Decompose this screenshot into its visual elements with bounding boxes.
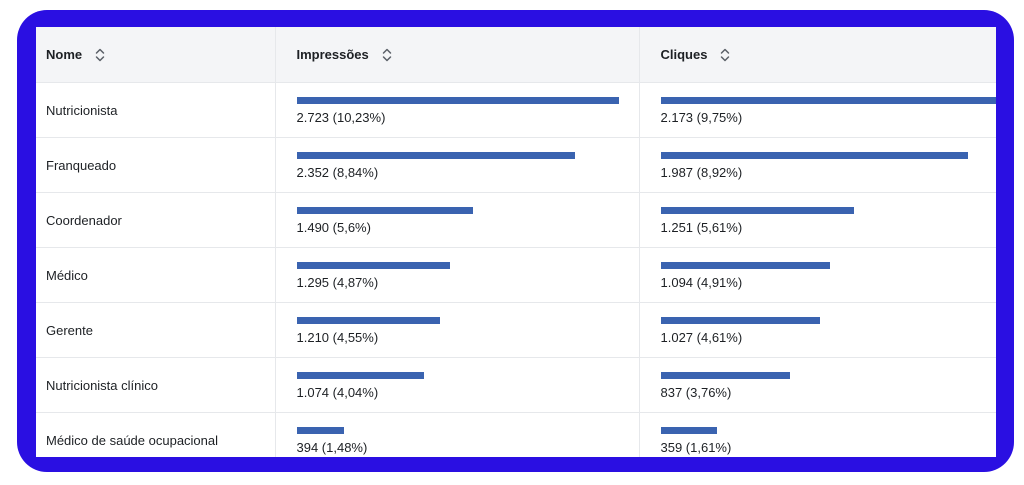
- clicks-cell: 1.094 (4,91%): [638, 247, 996, 303]
- clicks-cell: 837 (3,76%): [638, 357, 996, 413]
- row-name: Médico de saúde ocupacional: [36, 412, 275, 457]
- table-row: Médico 1.295 (4,87%) 1.094 (4,91%): [36, 247, 996, 303]
- demographics-table: Nome Impressões: [36, 27, 996, 457]
- clicks-bar: [660, 207, 854, 214]
- table-body: Nutricionista 2.723 (10,23%) 2.173 (9,75…: [36, 82, 996, 457]
- column-header-cliques[interactable]: Cliques: [638, 27, 996, 83]
- impressions-value: 1.295 (4,87%): [296, 275, 379, 290]
- column-header-label: Nome: [46, 47, 83, 62]
- clicks-bar: [660, 262, 830, 269]
- clicks-value: 359 (1,61%): [660, 440, 732, 455]
- impressions-bar: [296, 97, 619, 104]
- clicks-value: 837 (3,76%): [660, 385, 732, 400]
- impressions-value: 2.723 (10,23%): [296, 110, 386, 125]
- row-name: Gerente: [36, 302, 275, 358]
- table-row: Nutricionista 2.723 (10,23%) 2.173 (9,75…: [36, 82, 996, 138]
- clicks-bar: [660, 372, 790, 379]
- clicks-cell: 359 (1,61%): [638, 412, 996, 457]
- impressions-cell: 394 (1,48%): [274, 412, 639, 457]
- impressions-bar: [296, 317, 440, 324]
- impressions-value: 394 (1,48%): [296, 440, 368, 455]
- impressions-cell: 2.723 (10,23%): [274, 82, 639, 138]
- impressions-bar: [296, 427, 344, 434]
- impressions-bar: [296, 372, 424, 379]
- table-row: Gerente 1.210 (4,55%) 1.027 (4,61%): [36, 302, 996, 358]
- table-row: Franqueado 2.352 (8,84%) 1.987 (8,92%): [36, 137, 996, 193]
- impressions-value: 2.352 (8,84%): [296, 165, 379, 180]
- table-panel: Nome Impressões: [36, 27, 996, 457]
- impressions-cell: 1.490 (5,6%): [274, 192, 639, 248]
- column-header-label: Impressões: [296, 47, 369, 62]
- column-header-impressoes[interactable]: Impressões: [274, 27, 639, 83]
- clicks-bar: [660, 97, 996, 104]
- clicks-value: 1.027 (4,61%): [660, 330, 743, 345]
- row-name: Nutricionista clínico: [36, 357, 275, 413]
- impressions-cell: 2.352 (8,84%): [274, 137, 639, 193]
- column-header-nome[interactable]: Nome: [36, 27, 275, 83]
- screenshot-frame: Nome Impressões: [17, 10, 1014, 472]
- row-name: Nutricionista: [36, 82, 275, 138]
- clicks-bar: [660, 427, 717, 434]
- clicks-value: 2.173 (9,75%): [660, 110, 743, 125]
- row-name: Médico: [36, 247, 275, 303]
- clicks-value: 1.987 (8,92%): [660, 165, 743, 180]
- clicks-cell: 1.251 (5,61%): [638, 192, 996, 248]
- clicks-cell: 1.027 (4,61%): [638, 302, 996, 358]
- clicks-bar: [660, 152, 968, 159]
- sort-up-down-icon[interactable]: [719, 48, 731, 62]
- table-row: Coordenador 1.490 (5,6%) 1.251 (5,61%): [36, 192, 996, 248]
- row-name: Franqueado: [36, 137, 275, 193]
- table-row: Nutricionista clínico 1.074 (4,04%) 837 …: [36, 357, 996, 413]
- clicks-cell: 2.173 (9,75%): [638, 82, 996, 138]
- clicks-cell: 1.987 (8,92%): [638, 137, 996, 193]
- impressions-cell: 1.295 (4,87%): [274, 247, 639, 303]
- clicks-bar: [660, 317, 820, 324]
- sort-up-down-icon[interactable]: [381, 48, 393, 62]
- table-header-row: Nome Impressões: [36, 27, 996, 83]
- sort-up-down-icon[interactable]: [94, 48, 106, 62]
- impressions-value: 1.074 (4,04%): [296, 385, 379, 400]
- impressions-bar: [296, 207, 473, 214]
- row-name: Coordenador: [36, 192, 275, 248]
- impressions-bar: [296, 262, 450, 269]
- impressions-value: 1.490 (5,6%): [296, 220, 371, 235]
- clicks-value: 1.094 (4,91%): [660, 275, 743, 290]
- clicks-value: 1.251 (5,61%): [660, 220, 743, 235]
- impressions-bar: [296, 152, 575, 159]
- impressions-value: 1.210 (4,55%): [296, 330, 379, 345]
- impressions-cell: 1.210 (4,55%): [274, 302, 639, 358]
- table-row: Médico de saúde ocupacional 394 (1,48%) …: [36, 412, 996, 457]
- impressions-cell: 1.074 (4,04%): [274, 357, 639, 413]
- column-header-label: Cliques: [660, 47, 708, 62]
